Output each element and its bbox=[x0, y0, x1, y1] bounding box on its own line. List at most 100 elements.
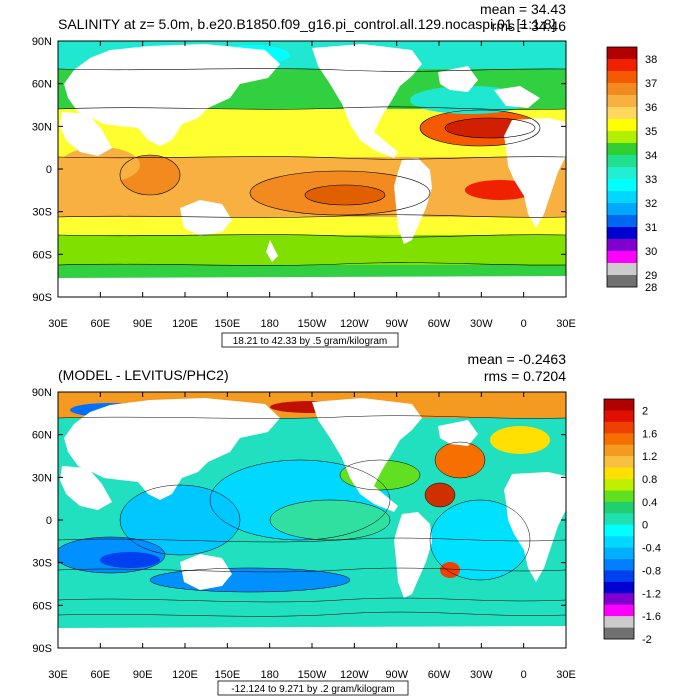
colorbar-label: 35 bbox=[645, 126, 657, 138]
colorbar-label: 28 bbox=[645, 282, 657, 294]
colorbar-label: -1.6 bbox=[642, 611, 661, 623]
salinity-field bbox=[58, 41, 566, 297]
difference-panel: 30E 60E 90E 120E 150E 180 150W 120W 90W 60W 30W 0 30… bbox=[32, 351, 661, 696]
y-tick-label: 60S bbox=[32, 600, 52, 612]
x-tick-label: 120W bbox=[340, 669, 369, 681]
colorbar-frame bbox=[606, 46, 638, 288]
colorbar-swatch bbox=[607, 119, 637, 132]
y-tick-label: 0 bbox=[46, 164, 52, 176]
colorbar: 2 1.6 1.2 0.8 0.4 0 -0.4 -0.8 -1.2 -1.6 -2 bbox=[603, 398, 661, 646]
colorbar-swatch bbox=[607, 167, 637, 180]
contour-info: -12.124 to 9.271 by .2 gram/kilogram bbox=[231, 684, 394, 695]
colorbar-swatch bbox=[607, 59, 637, 72]
y-tick-label: 30S bbox=[32, 558, 52, 570]
x-tick-label: 120E bbox=[172, 669, 198, 681]
mean-label: mean = -0.2463 bbox=[468, 351, 567, 367]
x-tick-label: 90E bbox=[133, 669, 153, 681]
y-tick-label: 60N bbox=[32, 79, 52, 91]
colorbar-label: -0.8 bbox=[642, 565, 661, 577]
colorbar-swatch bbox=[607, 179, 637, 192]
colorbar-swatch bbox=[607, 215, 637, 228]
rms-label: rms = 34.46 bbox=[492, 18, 567, 34]
colorbar-label: 0.8 bbox=[642, 474, 657, 486]
colorbar-swatch bbox=[604, 627, 634, 640]
colorbar-label: 37 bbox=[645, 78, 657, 90]
colorbar-swatch bbox=[604, 467, 634, 480]
colorbar-swatch bbox=[604, 524, 634, 537]
x-tick-label: 60E bbox=[91, 669, 111, 681]
colorbar-swatch bbox=[607, 251, 637, 264]
colorbar-swatch bbox=[604, 593, 634, 606]
x-tick-label: 150E bbox=[214, 318, 240, 330]
x-tick-label: 120E bbox=[172, 318, 198, 330]
colorbar-swatch bbox=[604, 501, 634, 514]
x-tick-label: 0 bbox=[521, 318, 527, 330]
colorbar-swatch bbox=[604, 513, 634, 526]
y-tick-label: 0 bbox=[46, 515, 52, 527]
colorbar-label: 0 bbox=[642, 520, 648, 532]
colorbar-swatch bbox=[604, 547, 634, 560]
difference-field bbox=[58, 392, 566, 648]
colorbar-label: 31 bbox=[645, 222, 657, 234]
x-tick-label: 180 bbox=[260, 669, 278, 681]
colorbar-swatch bbox=[607, 47, 637, 60]
colorbar-swatch bbox=[604, 399, 634, 411]
x-tick-label: 120W bbox=[340, 318, 369, 330]
y-tick-label: 90S bbox=[32, 292, 52, 304]
colorbar-swatch bbox=[607, 131, 637, 144]
colorbar-swatch bbox=[607, 83, 637, 96]
panel-title: (MODEL - LEVITUS/PHC2) bbox=[58, 367, 229, 383]
x-tick-label: 150W bbox=[298, 669, 327, 681]
colorbar-swatch bbox=[607, 71, 637, 84]
x-tick-label: 30E bbox=[556, 318, 576, 330]
colorbar-swatch bbox=[607, 95, 637, 108]
x-tick-label: 30W bbox=[470, 669, 493, 681]
colorbar-label: 32 bbox=[645, 198, 657, 210]
contour-info-box bbox=[217, 680, 409, 696]
y-tick-label: 60N bbox=[32, 430, 52, 442]
y-axis-ticks: 90N 60N 30N 0 30S 60S 90S bbox=[32, 387, 566, 655]
colorbar-swatch bbox=[607, 263, 637, 276]
colorbar-swatch bbox=[604, 559, 634, 571]
colorbar-label: 30 bbox=[645, 246, 657, 258]
x-tick-label: 60W bbox=[428, 669, 451, 681]
colorbar-label: 36 bbox=[645, 102, 657, 114]
x-tick-label: 30E bbox=[556, 669, 576, 681]
colorbar-label: 34 bbox=[645, 150, 657, 162]
x-tick-label: 30E bbox=[48, 318, 68, 330]
colorbar-swatch bbox=[604, 410, 634, 423]
rms-label: rms = 0.7204 bbox=[484, 368, 566, 384]
colorbar-swatch bbox=[604, 490, 634, 503]
colorbar-swatch bbox=[604, 581, 634, 594]
colorbar-label: -0.4 bbox=[642, 543, 661, 555]
colorbar-swatch bbox=[607, 107, 637, 120]
x-tick-label: 90W bbox=[385, 669, 408, 681]
x-tick-label: 0 bbox=[521, 669, 527, 681]
colorbar-swatch bbox=[607, 155, 637, 168]
colorbar-label: -2 bbox=[642, 634, 652, 646]
colorbar-swatch bbox=[604, 433, 634, 446]
mean-label: mean = 34.43 bbox=[480, 1, 566, 17]
colorbar-swatch bbox=[604, 536, 634, 548]
x-tick-label: 180 bbox=[260, 318, 278, 330]
colorbar-swatch bbox=[607, 275, 637, 288]
contour-info: 18.21 to 42.33 by .5 gram/kilogram bbox=[233, 336, 388, 347]
x-axis-ticks: 30E 60E 90E 120E 150E 180 150W 120W 90W 60W 30W 0 30… bbox=[48, 41, 576, 330]
colorbar-label: 1.2 bbox=[642, 451, 657, 463]
colorbar-label: 2 bbox=[642, 405, 648, 417]
y-tick-label: 60S bbox=[32, 249, 52, 261]
colorbar-swatch bbox=[607, 239, 637, 252]
y-tick-label: 30S bbox=[32, 207, 52, 219]
x-tick-label: 150E bbox=[214, 669, 240, 681]
y-axis-ticks: 90N 60N 30N 0 30S 60S 90S bbox=[32, 36, 566, 304]
colorbar-swatch bbox=[607, 203, 637, 216]
panel-title: SALINITY at z= 5.0m, b.e20.B1850.f09_g16… bbox=[58, 16, 555, 32]
colorbar-swatch bbox=[607, 227, 637, 240]
colorbar-label: 29 bbox=[645, 270, 657, 282]
colorbar-label: -1.2 bbox=[642, 588, 661, 600]
y-tick-label: 90N bbox=[32, 36, 52, 48]
colorbar-swatch bbox=[604, 456, 634, 468]
x-tick-label: 150W bbox=[298, 318, 327, 330]
